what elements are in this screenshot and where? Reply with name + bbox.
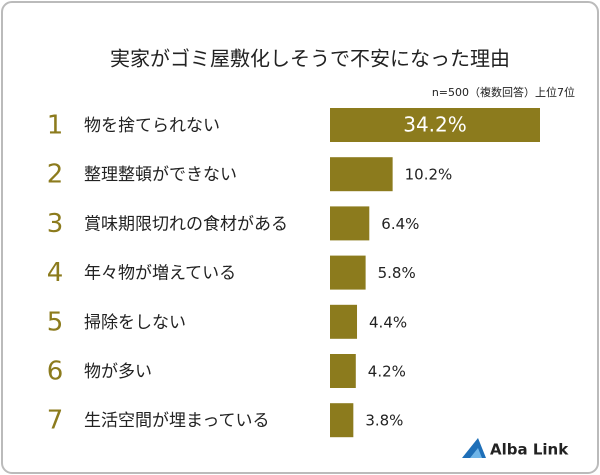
logo-icon-inner [470, 448, 482, 458]
value-label: 5.8% [378, 264, 416, 282]
rank-number: 5 [47, 307, 64, 337]
rank-number: 2 [47, 160, 64, 190]
bar [330, 157, 393, 192]
value-label: 10.2% [405, 166, 453, 184]
bar [330, 108, 540, 142]
category-label: 整理整頓ができない [84, 165, 237, 185]
category-label: 掃除をしない [84, 313, 186, 333]
category-label: 年々物が増えている [84, 264, 236, 284]
category-label: 生活空間が埋まっている [84, 411, 269, 431]
value-label: 3.8% [365, 412, 403, 430]
value-label: 6.4% [381, 215, 419, 233]
value-label: 34.2% [403, 113, 467, 137]
value-label: 4.4% [369, 313, 407, 331]
rank-number: 4 [47, 258, 64, 288]
category-label: 物が多い [84, 362, 152, 382]
bar [330, 304, 358, 339]
bar [330, 255, 366, 290]
bar [330, 403, 354, 438]
rank-number: 7 [47, 406, 64, 436]
bar [330, 354, 356, 388]
chart-subtitle: n=500（複数回答）上位7位 [432, 85, 575, 99]
category-label: 物を捨てられない [84, 116, 220, 136]
bar [330, 206, 370, 241]
rank-number: 3 [47, 209, 64, 239]
value-label: 4.2% [368, 363, 406, 381]
rank-number: 1 [47, 111, 64, 141]
category-label: 賞味期限切れの食材がある [84, 214, 288, 234]
chart-title: 実家がゴミ屋敷化しそうで不安になった理由 [110, 47, 510, 71]
logo-text: Alba Link [490, 441, 569, 459]
rank-number: 6 [47, 357, 64, 387]
